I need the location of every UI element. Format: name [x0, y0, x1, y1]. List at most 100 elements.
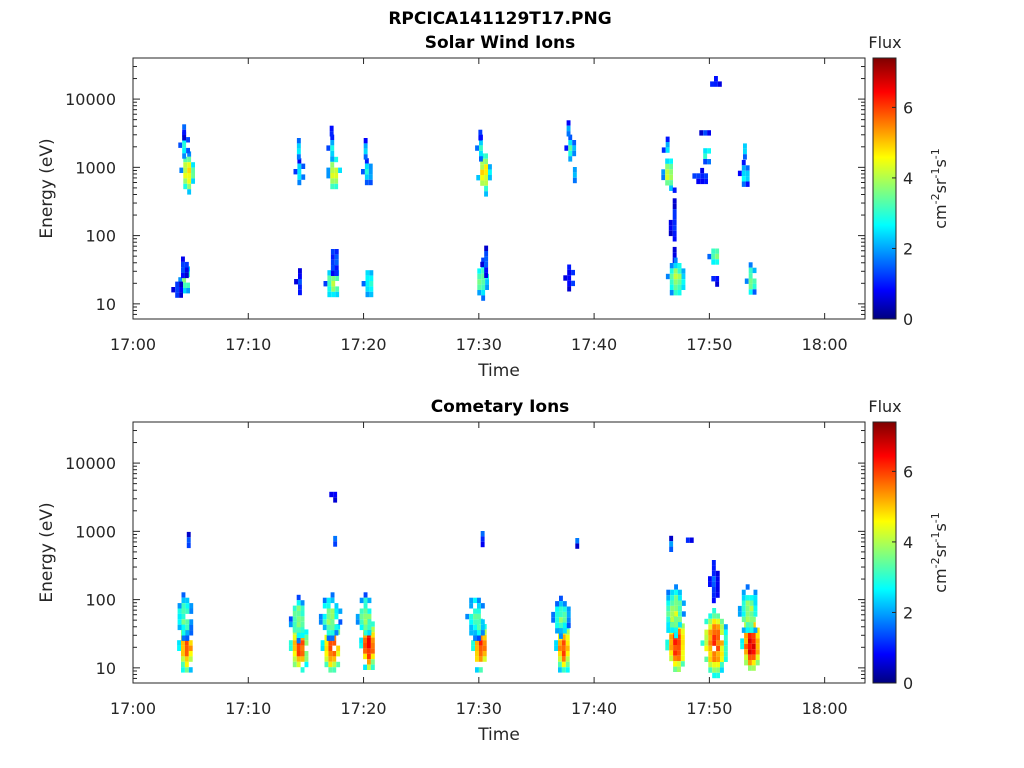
flux-cell — [355, 619, 360, 625]
flux-cell — [559, 617, 563, 623]
flux-cell — [708, 613, 713, 619]
flux-cell — [300, 616, 305, 622]
flux-cell — [677, 666, 681, 672]
flux-cell — [741, 616, 746, 623]
flux-cell — [185, 608, 190, 614]
flux-cell — [740, 638, 745, 644]
flux-cell — [566, 125, 571, 132]
flux-cell — [300, 600, 305, 606]
flux-cell — [171, 287, 176, 293]
flux-cell — [298, 268, 302, 274]
flux-cell — [669, 163, 673, 170]
flux-cell — [330, 249, 335, 255]
flux-cell — [334, 613, 339, 620]
colorbar-ticks: 0 2 4 6 — [892, 462, 913, 693]
flux-cell — [484, 185, 488, 192]
flux-cell — [561, 667, 566, 673]
flux-cell — [677, 634, 681, 640]
flux-cell — [480, 164, 485, 170]
flux-cell — [710, 81, 714, 87]
flux-cell — [565, 645, 570, 651]
flux-cell — [737, 605, 742, 612]
flux-cell — [365, 291, 370, 298]
flux-cell — [558, 651, 562, 657]
flux-cell — [318, 619, 323, 625]
flux-cell — [711, 581, 716, 587]
flux-cell — [712, 672, 717, 679]
flux-cell — [559, 611, 563, 618]
flux-cell — [330, 613, 335, 620]
flux-cell — [182, 142, 187, 148]
flux-cell — [329, 131, 334, 137]
y-axis-label: Energy (eV) — [37, 138, 57, 238]
flux-cell — [330, 619, 335, 625]
flux-cell — [367, 664, 371, 670]
flux-cell — [178, 142, 183, 148]
flux-cell — [477, 268, 482, 274]
flux-cell — [743, 154, 747, 160]
flux-cell — [744, 278, 749, 284]
flux-cell — [716, 667, 720, 673]
flux-cell — [481, 279, 486, 285]
flux-cell — [369, 286, 374, 292]
flux-cell — [359, 619, 364, 625]
flux-cell — [558, 667, 562, 673]
flux-cell — [680, 623, 685, 629]
flux-cell — [665, 639, 670, 645]
flux-cell — [334, 173, 339, 179]
flux-cell — [181, 667, 185, 673]
flux-cell — [741, 595, 746, 601]
flux-cell — [673, 290, 678, 296]
flux-cell — [331, 281, 336, 287]
flux-cell — [318, 613, 323, 620]
flux-cell — [680, 639, 685, 645]
flux-cell — [177, 613, 182, 620]
flux-cell — [326, 630, 331, 636]
flux-cell — [330, 259, 335, 266]
flux-cell — [334, 156, 339, 163]
flux-cell — [677, 661, 681, 667]
flux-cell — [327, 286, 332, 292]
flux-cell — [674, 605, 678, 612]
flux-cell — [480, 169, 485, 175]
flux-cell — [288, 645, 293, 651]
flux-cell — [324, 634, 329, 641]
flux-cell — [482, 640, 487, 646]
flux-cell — [485, 279, 489, 285]
flux-cell — [665, 273, 670, 280]
flux-cell — [716, 662, 720, 668]
flux-cell — [477, 630, 481, 636]
flux-cell — [745, 165, 750, 171]
flux-cell — [565, 634, 570, 641]
flux-cell — [745, 170, 750, 177]
flux-cell — [326, 624, 331, 631]
flux-cell — [484, 164, 488, 170]
flux-cell — [480, 536, 485, 542]
flux-cell — [670, 622, 675, 628]
flux-cell — [484, 245, 489, 251]
flux-cell — [296, 656, 301, 662]
flux-cell — [177, 645, 181, 651]
flux-cell — [551, 617, 556, 623]
flux-cell — [716, 613, 720, 619]
flux-cell — [751, 643, 756, 650]
flux-cell — [300, 656, 305, 662]
flux-cell — [334, 178, 339, 184]
x-tick-label: 17:10 — [225, 699, 271, 718]
flux-cell — [182, 153, 187, 159]
flux-cell — [677, 645, 681, 651]
flux-cell — [668, 225, 673, 231]
flux-cell — [562, 606, 567, 612]
y-tick-label: 10000 — [65, 90, 116, 109]
flux-cell — [748, 633, 752, 639]
flux-cell — [296, 611, 301, 617]
flux-cell — [703, 148, 708, 154]
flux-cell — [716, 624, 720, 630]
flux-cell — [666, 600, 671, 606]
flux-cell — [334, 249, 339, 255]
x-axis-label: Time — [477, 361, 520, 381]
flux-cell — [328, 656, 333, 662]
flux-cell — [720, 640, 724, 646]
flux-cell — [748, 289, 753, 295]
flux-cell — [189, 630, 194, 636]
